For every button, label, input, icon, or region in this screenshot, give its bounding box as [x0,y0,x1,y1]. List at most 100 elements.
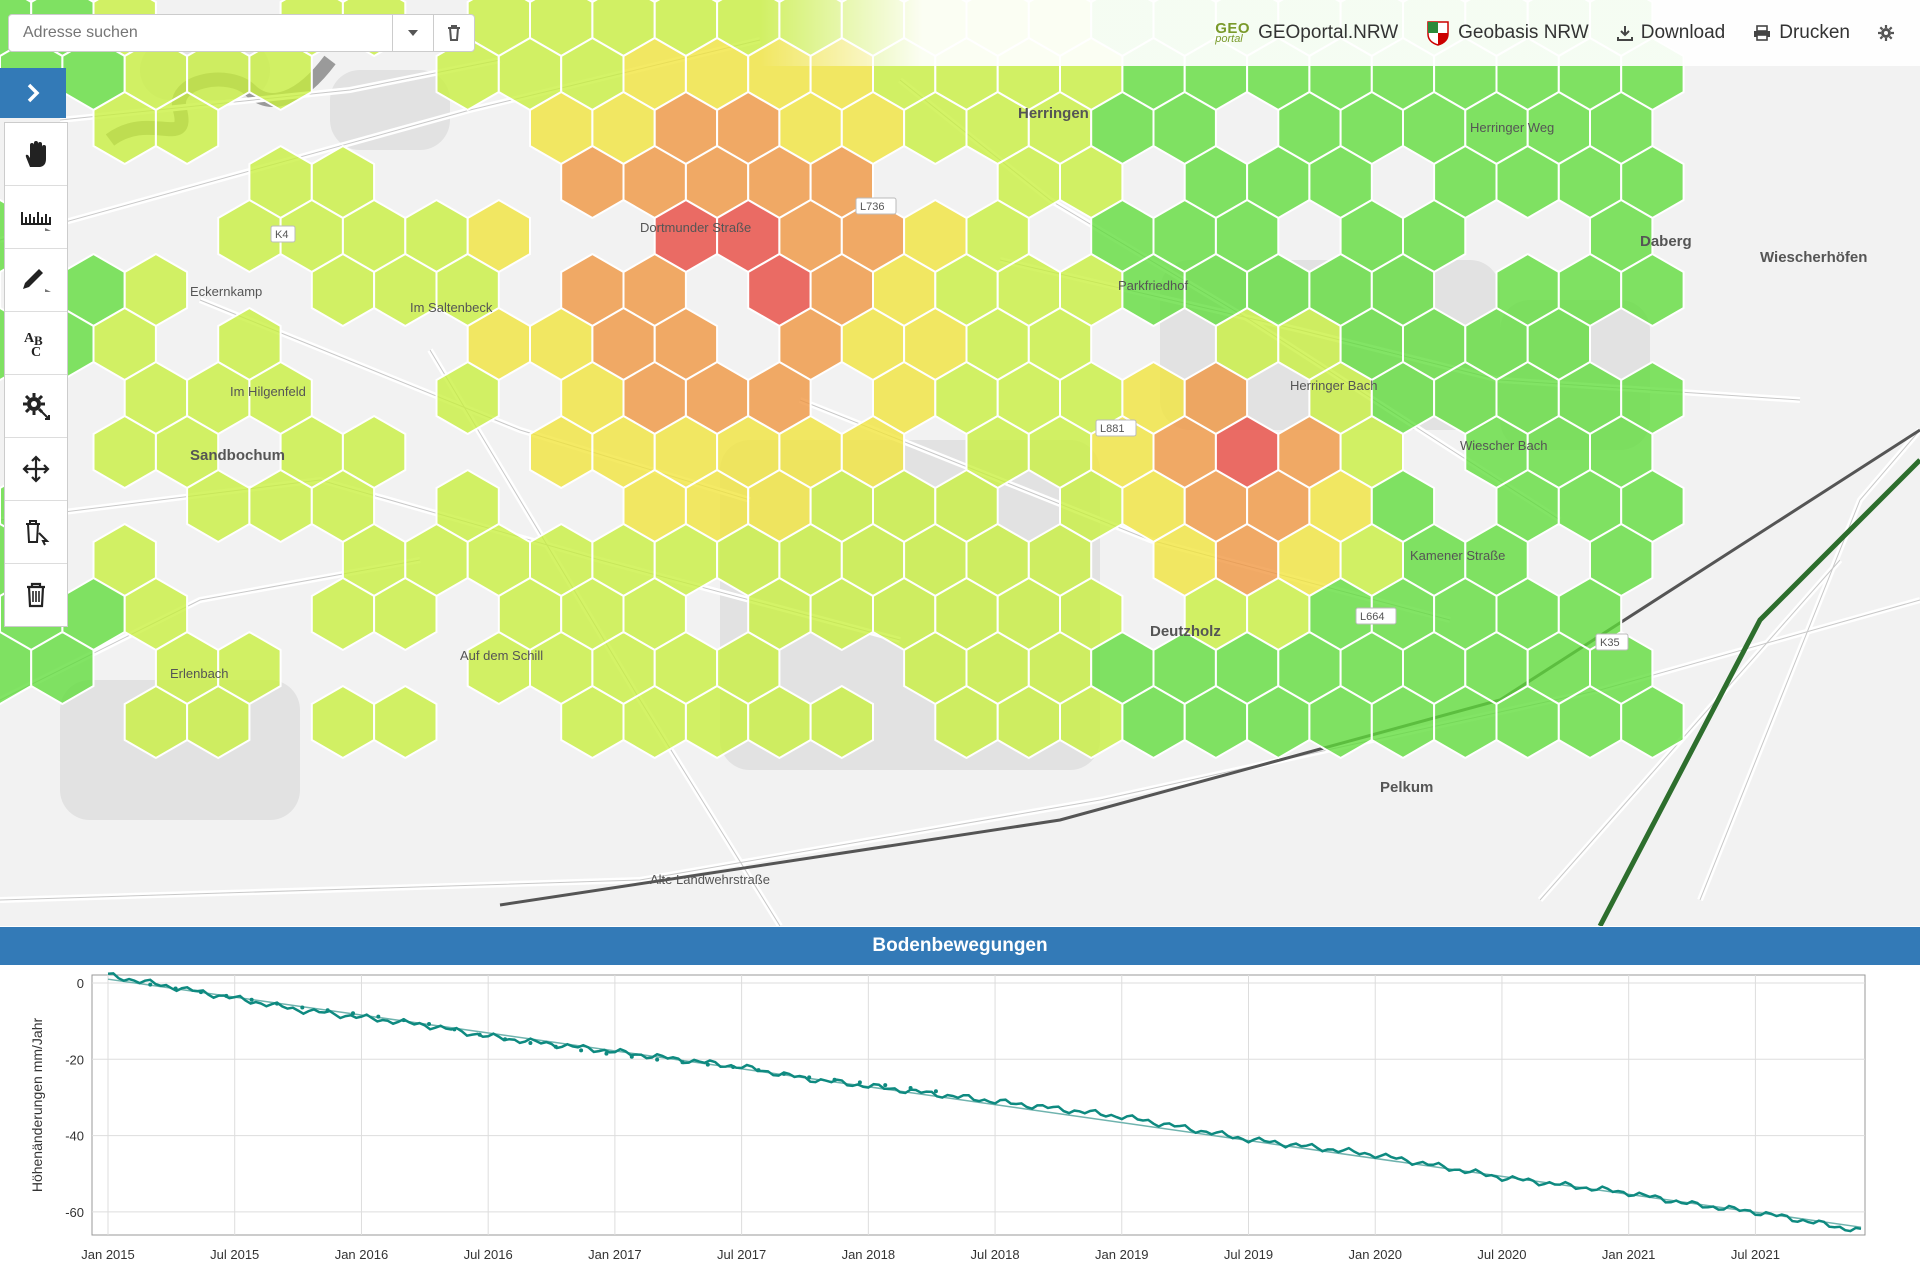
hex-cell[interactable] [1620,684,1685,760]
x-tick-label: Jul 2021 [1731,1247,1780,1262]
gear-settings-icon [23,393,50,420]
map-canvas[interactable]: Herringen Dortmunder Straße Eckernkamp Im S… [0,0,1920,926]
hex-cell[interactable] [435,360,500,436]
download-icon [1616,25,1633,41]
map-place-label: Im Saltenbeck [410,300,493,315]
print-button[interactable]: Drucken [1753,22,1850,44]
x-tick-label: Jan 2020 [1348,1247,1402,1262]
y-axis-label: Höhenänderungen mm/Jahr [29,1018,45,1193]
gear-icon [1878,25,1894,41]
map-place-label: Deutzholz [1150,623,1221,640]
map-place-label: Dortmunder Straße [640,220,751,235]
top-bar: GEO portal GEOportal.NRW Geobasis NRW Dow… [760,0,1920,66]
map-place-label: Erlenbach [170,666,229,681]
hex-cell[interactable] [373,576,438,652]
nrw-coat-of-arms-icon [1426,20,1450,46]
data-point [503,1037,508,1042]
hex-cell[interactable] [310,684,376,760]
data-point [350,1011,355,1016]
road-number-label: L881 [1100,423,1124,435]
delete-selection-icon [26,520,50,546]
pencil-draw-icon [23,269,51,292]
data-point [427,1022,432,1027]
data-point [655,1057,660,1062]
pan-tool-button[interactable] [5,123,67,186]
hex-cell[interactable] [1620,252,1685,328]
svg-text:A: A [24,331,35,346]
hex-cell[interactable] [30,630,95,706]
expand-toolbar-button[interactable] [0,68,66,118]
x-tick-label: Jan 2019 [1095,1247,1149,1262]
measure-tool-button[interactable] [5,186,67,249]
y-tick-label: -40 [65,1129,84,1144]
data-point [300,1005,305,1010]
hex-cell[interactable] [186,684,251,760]
map-place-label: Alte Landwehrstraße [650,872,770,887]
road-number-label: L664 [1360,611,1384,623]
geoportal-link[interactable]: GEO portal GEOportal.NRW [1215,19,1399,45]
search-input[interactable] [9,15,392,51]
delete-selection-tool-button[interactable] [5,501,67,564]
data-point [198,990,203,995]
hand-pan-icon [25,141,46,167]
map-place-label: Wiescherhöfen [1760,249,1867,266]
map-road-edge [1539,559,1841,901]
trash-icon [27,582,45,608]
data-point [376,1014,381,1019]
map-place-label: Daberg [1640,233,1692,250]
data-series-line [107,972,1862,1233]
map-place-label: Wiescher Bach [1460,438,1547,453]
clear-search-trash-icon[interactable] [433,15,474,51]
map-road-edge [1699,429,1920,901]
data-point [883,1083,888,1088]
chart-panel-title: Bodenbewegungen [872,935,1048,956]
settings-button[interactable] [1878,25,1902,41]
x-tick-label: Jul 2015 [210,1247,259,1262]
data-point [756,1068,761,1073]
geoportal-logo: GEO portal [1215,19,1251,45]
move-tool-button[interactable] [5,438,67,501]
data-point [274,1001,279,1006]
draw-tool-button[interactable] [5,249,67,312]
data-point [477,1032,482,1037]
map-railway [1597,458,1920,926]
hex-cell[interactable] [809,684,874,760]
data-point [325,1008,330,1013]
subsidence-hex-layer [0,0,1685,760]
geobasis-link[interactable]: Geobasis NRW [1426,20,1589,46]
chevron-down-icon[interactable] [392,15,433,51]
settings-tool-button[interactable] [5,375,67,438]
download-label: Download [1640,22,1726,43]
hex-cell[interactable] [373,684,438,760]
x-tick-label: Jan 2015 [81,1247,135,1262]
data-point [604,1051,609,1056]
data-point [528,1041,533,1046]
hex-cell[interactable] [154,90,220,166]
data-point [731,1064,736,1069]
data-point [933,1089,938,1094]
y-tick-label: 0 [77,976,84,991]
data-point [857,1080,862,1085]
delete-all-tool-button[interactable] [5,564,67,626]
x-tick-label: Jul 2020 [1477,1247,1526,1262]
chevron-right-icon [27,83,40,103]
data-point [908,1086,913,1091]
address-search[interactable] [8,14,475,52]
map-place-label: Eckernkamp [190,284,262,299]
map-view[interactable]: Herringen Dortmunder Straße Eckernkamp Im S… [0,0,1920,926]
data-point [781,1071,786,1076]
map-place-label: Herringen [1018,105,1089,122]
geoportal-label: GEOportal.NRW [1258,22,1399,43]
abc-label-icon: A BC [24,331,43,358]
map-railway [499,428,1920,907]
data-point [807,1075,812,1080]
data-point [249,997,254,1002]
data-point [148,982,153,987]
download-button[interactable]: Download [1616,22,1726,44]
chart-panel-header: Bodenbewegungen [0,927,1920,965]
printer-icon [1753,25,1771,41]
x-tick-label: Jul 2018 [970,1247,1019,1262]
road-number-label: K4 [275,229,288,241]
